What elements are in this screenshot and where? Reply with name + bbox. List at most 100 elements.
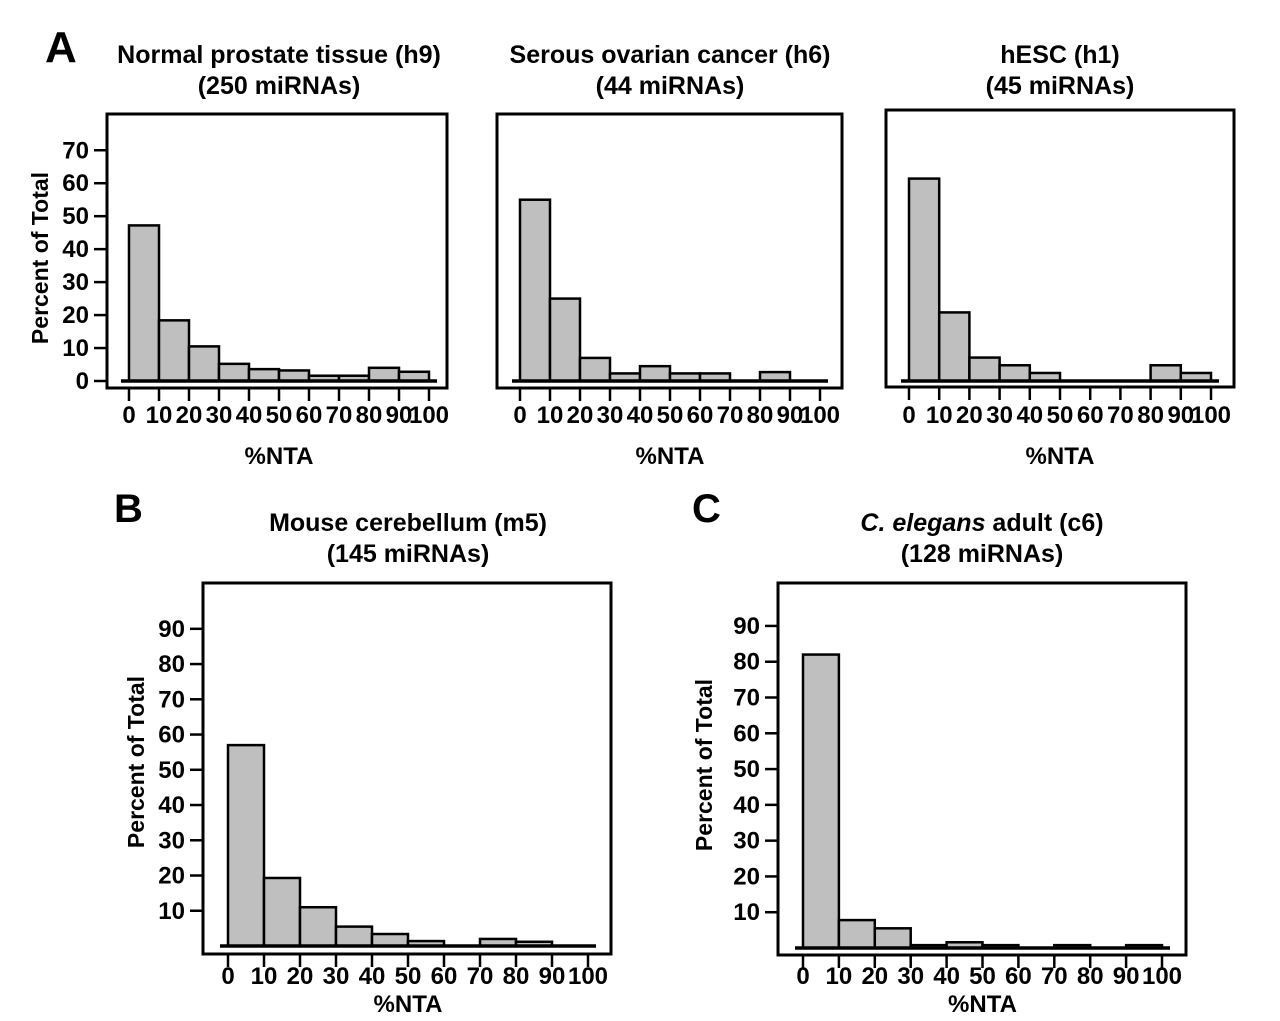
x-tick-label: 50 <box>969 963 996 990</box>
histogram-c6: 0 10 20 30 40 50 60 70 80 90 100102030405060708090… <box>733 581 1188 1018</box>
y-tick-label: 10 <box>62 335 89 362</box>
bar-h9-40-50 <box>247 367 281 383</box>
bar-m5-20-30 <box>298 905 338 948</box>
y-tick-label: 40 <box>733 792 760 819</box>
x-tick-label: 100 <box>409 402 449 429</box>
x-tick-label: 30 <box>986 402 1013 429</box>
y-tick-label: 80 <box>733 649 760 676</box>
title-part: adult (c6) <box>985 509 1104 537</box>
panel-label-b: B <box>114 487 143 531</box>
y-tick-label: 90 <box>158 616 185 643</box>
x-tick-label: 20 <box>287 963 314 990</box>
bar-h9-30-40 <box>217 362 251 383</box>
x-tick-label: 50 <box>1047 402 1074 429</box>
x-tick-label: 40 <box>933 963 960 990</box>
panel-label-c: C <box>692 487 721 531</box>
x-tick-label: 50 <box>657 402 684 429</box>
title-part: Serous ovarian cancer (h6) <box>509 41 831 69</box>
y-tick-label: 50 <box>733 756 760 783</box>
x-tick-label: 0 <box>513 402 526 429</box>
bar-h1-10-20 <box>937 311 971 383</box>
bar-h9-10-20 <box>157 319 191 383</box>
y-tick-label: 40 <box>62 236 89 263</box>
x-tick-label: 50 <box>395 963 422 990</box>
x-axis-label: %NTA <box>1026 443 1095 470</box>
x-tick-label: 40 <box>1016 402 1043 429</box>
plot-frame <box>105 112 449 390</box>
y-axis-label-h9: Percent of Total <box>27 171 53 345</box>
x-tick-label: 90 <box>386 402 413 429</box>
y-tick-label: 10 <box>158 898 185 925</box>
x-tick-label: 60 <box>687 402 714 429</box>
y-tick-label: 70 <box>158 686 185 713</box>
bar-c6-20-30 <box>873 927 912 950</box>
y-tick-label: 60 <box>158 722 185 749</box>
x-tick-label: 100 <box>568 963 608 990</box>
x-tick-label: 70 <box>1107 402 1134 429</box>
y-tick-label: 30 <box>733 828 760 855</box>
bar-h6-20-30 <box>578 356 612 383</box>
chart-title-h1: hESC (h1) (45 miRNAs) <box>710 40 1280 102</box>
chart-title-m5: Mouse cerebellum (m5) (145 miRNAs) <box>58 508 758 570</box>
bar-m5-0-10 <box>226 743 266 948</box>
title-part: Normal prostate tissue (h9) <box>117 41 441 69</box>
x-tick-label: 80 <box>356 402 383 429</box>
chart-title-line1: C. elegans adult (c6) <box>632 508 1280 539</box>
y-tick-label: 60 <box>733 720 760 747</box>
x-tick-label: 80 <box>747 402 774 429</box>
y-axis-label-m5: Percent of Total <box>123 675 149 849</box>
x-tick-label: 80 <box>1137 402 1164 429</box>
bar-c6-10-20 <box>837 918 877 950</box>
x-tick-label: 40 <box>359 963 386 990</box>
bar-h9-80-90 <box>367 366 401 383</box>
y-tick-label: 20 <box>158 863 185 890</box>
y-tick-label: 30 <box>62 269 89 296</box>
bar-c6-0-10 <box>801 653 841 950</box>
x-tick-label: 10 <box>146 402 173 429</box>
bar-m5-30-40 <box>334 925 374 948</box>
chart-subtitle: (44 miRNAs) <box>595 72 745 100</box>
bar-h1-20-30 <box>968 356 1001 383</box>
y-tick-label: 20 <box>733 863 760 890</box>
x-tick-label: 20 <box>567 402 594 429</box>
chart-subtitle: (145 miRNAs) <box>326 540 490 568</box>
histogram-h9: 0 10 20 30 40 50 60 70 80 90100010203040506070%NT… <box>62 112 449 470</box>
bar-h6-0-10 <box>518 198 552 383</box>
bar-h9-0-10 <box>127 224 161 383</box>
x-tick-label: 30 <box>323 963 350 990</box>
y-tick-label: 0 <box>76 368 89 395</box>
x-tick-label: 70 <box>1041 963 1068 990</box>
x-tick-label: 10 <box>826 963 853 990</box>
chart-title-line1: Mouse cerebellum (m5) <box>58 508 758 539</box>
x-axis-label: %NTA <box>245 443 314 470</box>
y-tick-label: 90 <box>733 613 760 640</box>
x-axis-label: %NTA <box>948 991 1017 1018</box>
x-tick-label: 80 <box>503 963 530 990</box>
x-tick-label: 20 <box>861 963 888 990</box>
x-tick-label: 0 <box>902 402 915 429</box>
x-tick-label: 90 <box>1167 402 1194 429</box>
x-tick-label: 50 <box>266 402 293 429</box>
y-tick-label: 40 <box>158 792 185 819</box>
y-tick-label: 20 <box>62 302 89 329</box>
bar-h1-30-40 <box>998 364 1032 383</box>
x-tick-label: 90 <box>539 963 566 990</box>
bar-h6-10-20 <box>548 297 582 383</box>
x-tick-label: 0 <box>122 402 135 429</box>
x-tick-label: 60 <box>296 402 323 429</box>
x-tick-label: 90 <box>1113 963 1140 990</box>
x-tick-label: 60 <box>1077 402 1104 429</box>
bar-m5-10-20 <box>262 876 302 948</box>
x-tick-label: 20 <box>176 402 203 429</box>
bar-h9-20-30 <box>187 345 221 383</box>
y-tick-label: 80 <box>158 651 185 678</box>
chart-title-h9: Normal prostate tissue (h9) (250 miRNAs) <box>0 40 629 102</box>
x-tick-label: 30 <box>897 963 924 990</box>
x-tick-label: 20 <box>956 402 983 429</box>
x-axis-label: %NTA <box>636 443 705 470</box>
x-tick-label: 70 <box>717 402 744 429</box>
x-tick-label: 100 <box>1191 402 1231 429</box>
y-tick-label: 60 <box>62 170 89 197</box>
